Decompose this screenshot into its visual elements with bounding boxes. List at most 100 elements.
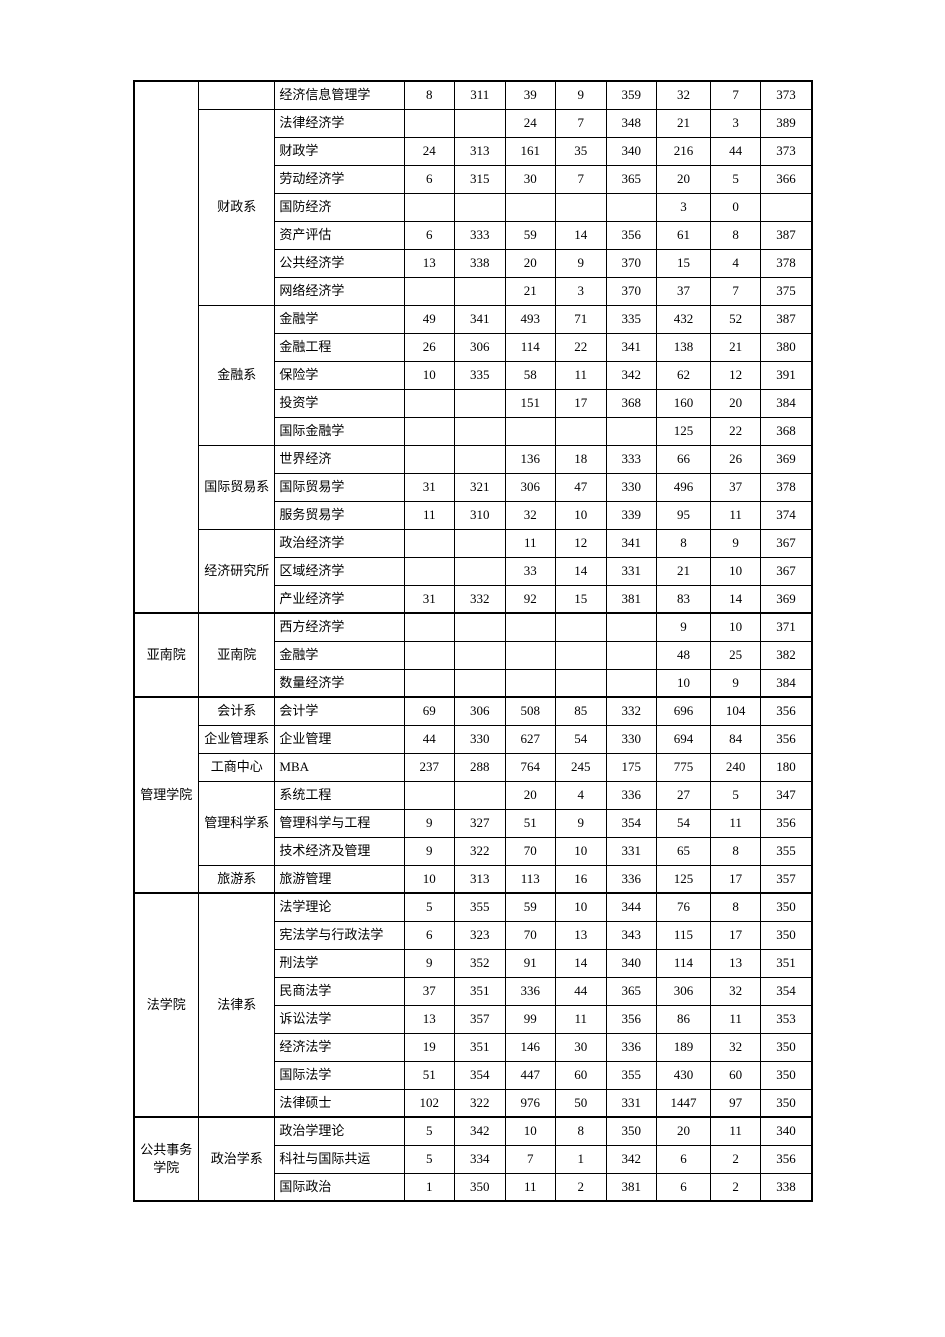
data-cell: 694 xyxy=(657,725,711,753)
data-cell: 306 xyxy=(455,697,506,725)
data-cell: 71 xyxy=(556,305,607,333)
data-cell: 9 xyxy=(556,249,607,277)
data-cell: 368 xyxy=(606,389,657,417)
data-cell: 696 xyxy=(657,697,711,725)
data-cell: 351 xyxy=(761,949,812,977)
data-cell: 356 xyxy=(761,809,812,837)
data-cell: 10 xyxy=(710,557,761,585)
data-cell xyxy=(505,641,556,669)
data-cell: 334 xyxy=(455,1145,506,1173)
data-cell xyxy=(455,613,506,641)
data-cell xyxy=(761,193,812,221)
college-cell: 管理学院 xyxy=(134,697,199,893)
major-cell: 保险学 xyxy=(275,361,404,389)
data-cell: 378 xyxy=(761,473,812,501)
data-cell: 288 xyxy=(455,753,506,781)
dept-cell: 旅游系 xyxy=(199,865,275,893)
data-cell: 26 xyxy=(710,445,761,473)
data-cell: 10 xyxy=(505,1117,556,1145)
data-cell: 354 xyxy=(606,809,657,837)
data-cell xyxy=(455,193,506,221)
data-cell xyxy=(606,669,657,697)
major-cell: 法律硕士 xyxy=(275,1089,404,1117)
data-cell: 115 xyxy=(657,921,711,949)
data-cell: 333 xyxy=(606,445,657,473)
data-cell: 6 xyxy=(404,165,455,193)
major-cell: 劳动经济学 xyxy=(275,165,404,193)
data-table-container: 经济信息管理学8311399359327373财政系法律经济学247348213… xyxy=(133,80,813,1202)
data-cell: 18 xyxy=(556,445,607,473)
data-cell: 354 xyxy=(455,1061,506,1089)
data-cell: 37 xyxy=(404,977,455,1005)
data-cell: 338 xyxy=(455,249,506,277)
data-cell: 8 xyxy=(556,1117,607,1145)
data-cell: 348 xyxy=(606,109,657,137)
data-cell: 313 xyxy=(455,865,506,893)
data-cell: 352 xyxy=(455,949,506,977)
data-cell: 84 xyxy=(710,725,761,753)
data-cell: 9 xyxy=(404,949,455,977)
data-cell: 54 xyxy=(556,725,607,753)
data-cell: 113 xyxy=(505,865,556,893)
data-cell: 5 xyxy=(404,1117,455,1145)
data-cell: 350 xyxy=(761,921,812,949)
data-cell: 322 xyxy=(455,1089,506,1117)
data-cell: 20 xyxy=(505,249,556,277)
data-cell: 22 xyxy=(710,417,761,445)
data-cell: 10 xyxy=(710,613,761,641)
data-cell xyxy=(505,613,556,641)
data-cell: 356 xyxy=(761,1145,812,1173)
data-cell xyxy=(404,557,455,585)
data-cell: 11 xyxy=(505,529,556,557)
data-cell: 350 xyxy=(761,1033,812,1061)
data-cell: 13 xyxy=(556,921,607,949)
data-cell: 3 xyxy=(710,109,761,137)
data-cell: 1447 xyxy=(657,1089,711,1117)
data-cell: 51 xyxy=(505,809,556,837)
data-cell: 2 xyxy=(710,1173,761,1201)
data-cell: 375 xyxy=(761,277,812,305)
data-cell: 60 xyxy=(710,1061,761,1089)
major-cell: 服务贸易学 xyxy=(275,501,404,529)
data-cell: 331 xyxy=(606,557,657,585)
data-cell: 6 xyxy=(657,1145,711,1173)
data-cell: 336 xyxy=(606,865,657,893)
data-cell: 104 xyxy=(710,697,761,725)
data-cell xyxy=(404,669,455,697)
data-cell: 356 xyxy=(761,725,812,753)
data-cell: 356 xyxy=(606,1005,657,1033)
data-cell: 335 xyxy=(606,305,657,333)
data-cell: 245 xyxy=(556,753,607,781)
data-cell xyxy=(455,277,506,305)
data-cell: 8 xyxy=(710,893,761,921)
data-cell: 391 xyxy=(761,361,812,389)
data-cell xyxy=(556,641,607,669)
table-row: 金融系金融学493414937133543252387 xyxy=(134,305,812,333)
data-cell: 9 xyxy=(556,81,607,109)
data-cell xyxy=(455,641,506,669)
data-cell: 83 xyxy=(657,585,711,613)
data-cell: 10 xyxy=(657,669,711,697)
data-cell: 9 xyxy=(404,837,455,865)
data-cell: 37 xyxy=(657,277,711,305)
data-cell: 341 xyxy=(606,333,657,361)
data-cell: 2 xyxy=(710,1145,761,1173)
data-cell: 5 xyxy=(710,165,761,193)
data-cell: 354 xyxy=(761,977,812,1005)
major-cell: 金融工程 xyxy=(275,333,404,361)
data-cell: 6 xyxy=(657,1173,711,1201)
data-cell: 381 xyxy=(606,1173,657,1201)
data-cell: 356 xyxy=(606,221,657,249)
data-cell xyxy=(606,417,657,445)
data-cell: 17 xyxy=(710,921,761,949)
table-row: 旅游系旅游管理103131131633612517357 xyxy=(134,865,812,893)
data-cell: 62 xyxy=(657,361,711,389)
data-cell: 387 xyxy=(761,305,812,333)
data-cell: 432 xyxy=(657,305,711,333)
major-cell: 旅游管理 xyxy=(275,865,404,893)
major-cell: 国际贸易学 xyxy=(275,473,404,501)
data-cell: 371 xyxy=(761,613,812,641)
data-cell: 26 xyxy=(404,333,455,361)
table-row: 管理学院会计系会计学6930650885332696104356 xyxy=(134,697,812,725)
data-cell: 350 xyxy=(455,1173,506,1201)
